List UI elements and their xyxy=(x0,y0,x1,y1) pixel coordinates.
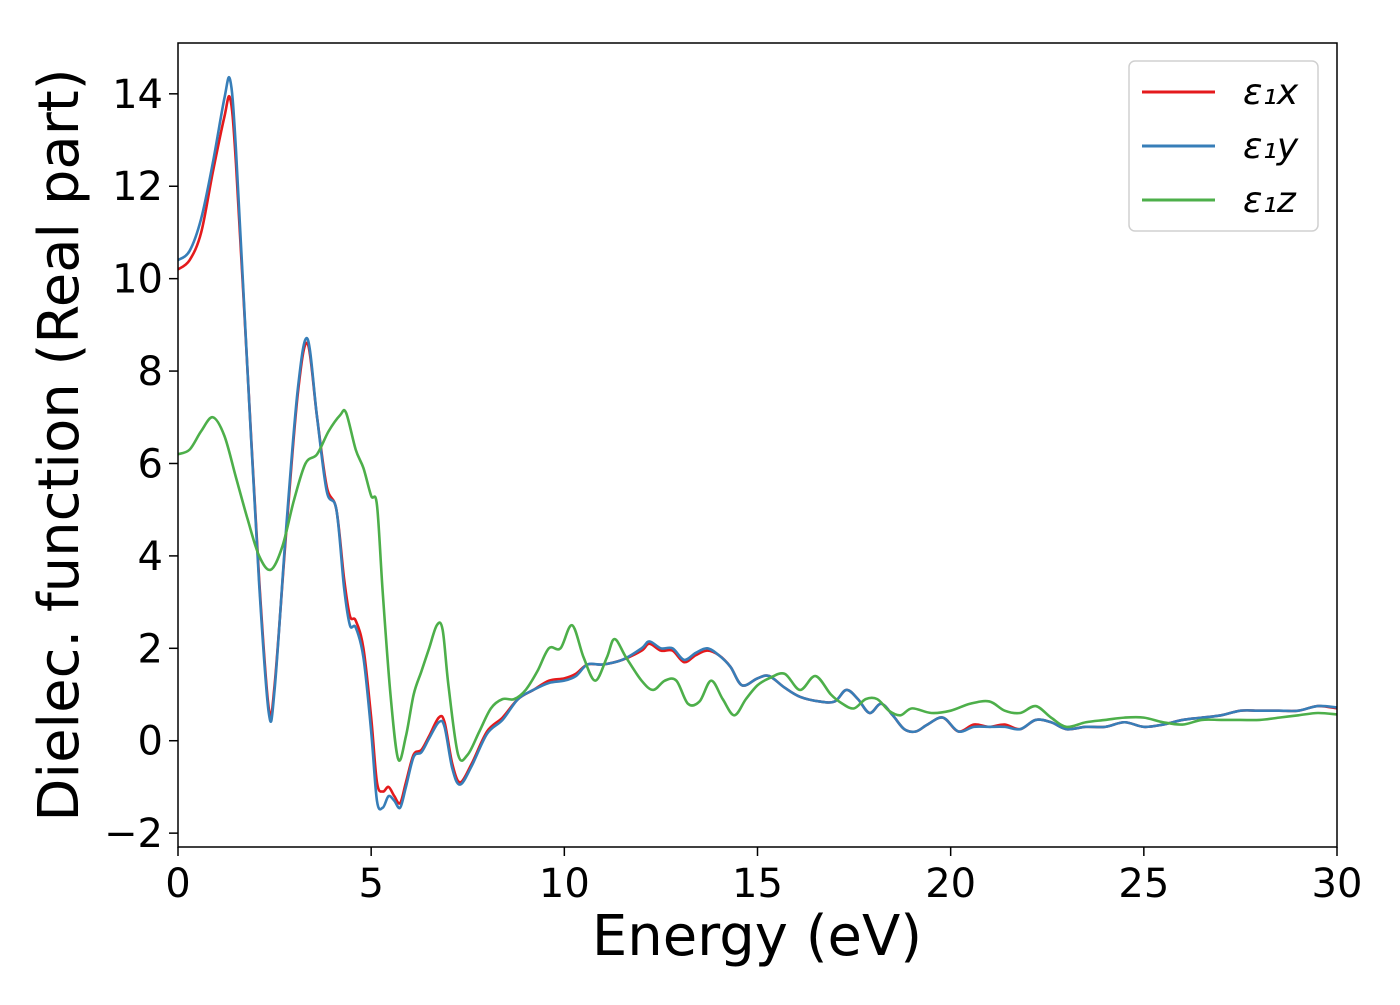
y-tick-label: 12 xyxy=(112,164,163,210)
y-tick-label: 4 xyxy=(138,534,163,580)
plot-area xyxy=(178,76,1337,811)
y-tick-label: 0 xyxy=(138,719,163,765)
legend: ε₁x ε₁y ε₁z xyxy=(1128,60,1319,232)
y-tick-label: 8 xyxy=(138,349,163,395)
y-tick-label: 6 xyxy=(138,441,163,487)
y-tick-label: −2 xyxy=(104,811,163,857)
x-tick-label: 30 xyxy=(1312,861,1363,907)
y-tick-label: 14 xyxy=(112,72,163,118)
y-axis-title: Dielec. function (Real part) xyxy=(27,68,92,821)
series-line-3 xyxy=(178,408,1337,762)
x-tick-label: 20 xyxy=(925,861,976,907)
x-axis-title: Energy (eV) xyxy=(592,904,922,969)
x-tick-label: 0 xyxy=(165,861,190,907)
x-tick-label: 10 xyxy=(539,861,590,907)
legend-label-3: ε₁z xyxy=(1243,180,1297,221)
legend-box xyxy=(1128,60,1319,232)
y-tick-label: 2 xyxy=(138,626,163,672)
y-tick-label: 10 xyxy=(112,257,163,303)
x-axis: 0 5 10 15 20 25 30 xyxy=(165,847,1362,907)
legend-label-1: ε₁x xyxy=(1243,72,1299,113)
legend-label-2: ε₁y xyxy=(1243,126,1299,167)
y-axis: −2 0 2 4 6 8 10 12 14 xyxy=(104,72,178,857)
x-tick-label: 15 xyxy=(732,861,783,907)
series-line-2 xyxy=(178,76,1337,811)
x-tick-label: 25 xyxy=(1118,861,1169,907)
x-tick-label: 5 xyxy=(358,861,383,907)
